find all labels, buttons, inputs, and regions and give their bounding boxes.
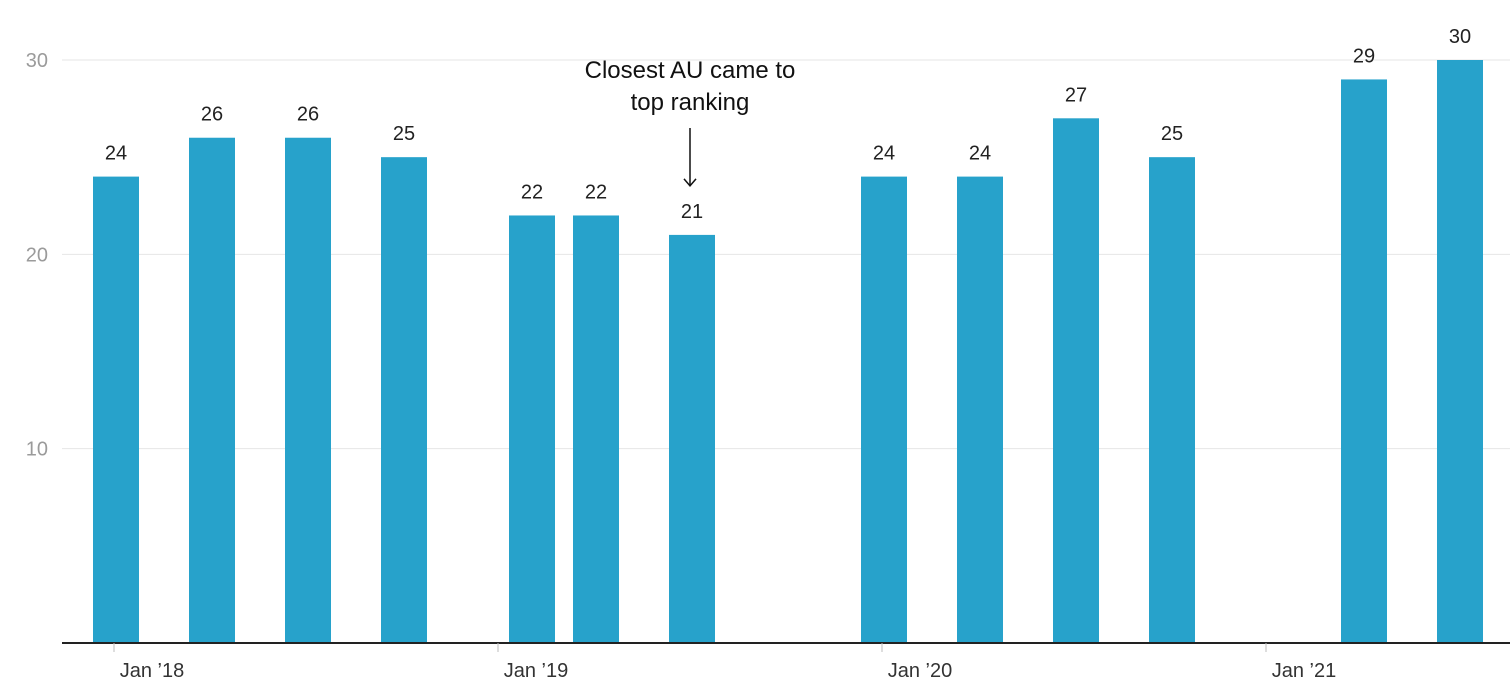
data-label: 26 [297,104,319,126]
data-label: 25 [1161,123,1183,145]
data-label: 24 [873,143,895,165]
bar [957,176,1003,643]
bar [285,137,331,643]
bar [381,157,427,643]
data-label: 22 [585,181,607,203]
annotation-text: top ranking [631,89,750,116]
bar [861,176,907,643]
data-label: 24 [105,143,127,165]
y-tick-label: 30 [26,50,48,72]
x-tick-label: Jan ’19 [504,660,569,682]
y-axis: 10 20 30 [26,50,48,461]
bar [669,234,715,643]
y-tick-label: 20 [26,244,48,266]
annotation-arrowhead [683,178,697,188]
bar [93,176,139,643]
data-label: 27 [1065,84,1087,106]
bar [1053,118,1099,644]
annotation-text: Closest AU came to [585,57,796,84]
gridlines [62,59,1510,450]
data-label: 30 [1449,26,1471,48]
x-tick-label: Jan ’18 [120,660,185,682]
bar [1437,60,1483,643]
x-tick-label: Jan ’20 [888,660,953,682]
data-label: 22 [521,181,543,203]
data-label: 24 [969,143,991,165]
data-labels: 24 26 26 25 22 22 21 24 24 27 25 29 30 [105,26,1471,223]
data-label: 25 [393,123,415,145]
bar [1149,157,1195,643]
bar [1341,79,1387,643]
x-tick-label: Jan ’21 [1272,660,1337,682]
y-tick-label: 10 [26,439,48,461]
bar [509,215,555,643]
annotation: Closest AU came to top ranking [585,57,796,188]
bars [93,60,1483,644]
data-label: 26 [201,104,223,126]
bar [573,215,619,643]
data-label: 21 [681,201,703,223]
bar [189,137,235,643]
data-label: 29 [1353,45,1375,67]
x-axis: Jan ’18 Jan ’19 Jan ’20 Jan ’21 [113,643,1337,682]
